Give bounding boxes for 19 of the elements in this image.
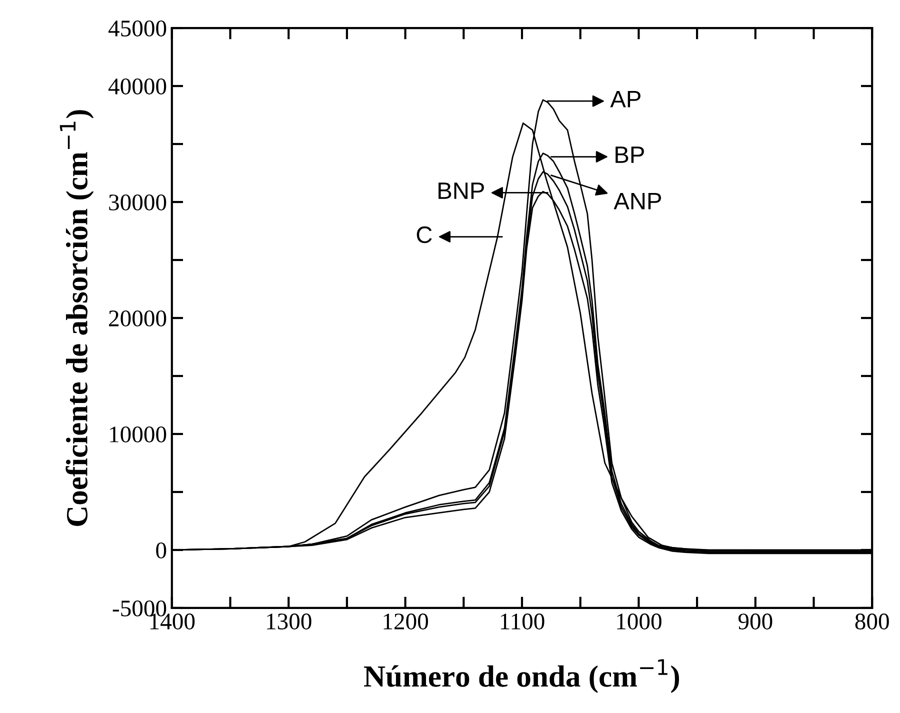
y-tick-label: 40000: [108, 78, 166, 94]
annotation: BNP: [438, 182, 484, 199]
annotation: AP: [610, 90, 640, 108]
y-tick-label: 10000: [110, 426, 166, 442]
y-tick-label: 20000: [109, 310, 166, 326]
y-axis-title: Coeficiente de absorción (cm$^{−1}$): [60, 110, 94, 526]
x-tick-label: 1100: [500, 614, 544, 630]
annotation: ANP: [614, 192, 661, 210]
x-axis-title: Número de onda (cm$^{−1}$): [364, 659, 680, 694]
y-tick-label: 0: [156, 542, 166, 558]
annotation: BP: [616, 146, 644, 163]
x-tick-label: 1300: [267, 614, 312, 630]
y-tick-label: 30000: [109, 194, 166, 210]
x-tick-label: 1000: [617, 614, 662, 630]
x-tick-label: 1200: [384, 614, 428, 630]
x-tick-label: 800: [855, 614, 889, 630]
x-tick-label: 900: [738, 614, 772, 630]
y-tick-label: 45000: [108, 20, 166, 36]
annotation: C: [416, 226, 432, 244]
